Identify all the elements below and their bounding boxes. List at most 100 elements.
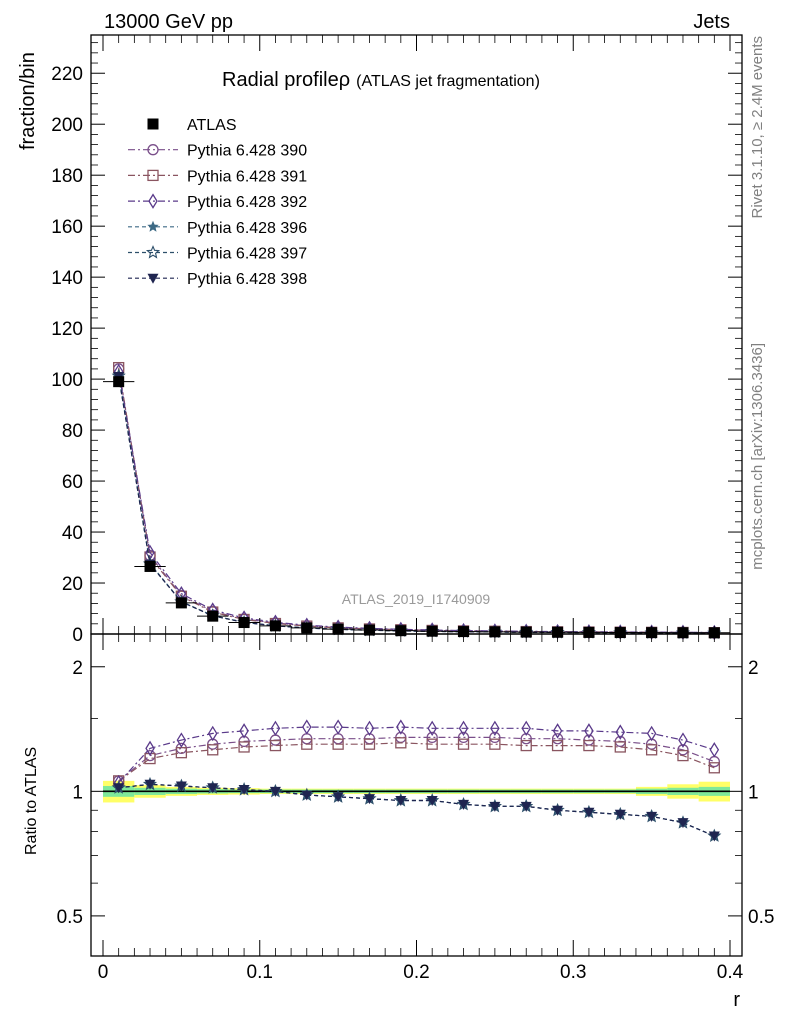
ratio-tick-label: 1: [72, 782, 83, 803]
x-axis-label: r: [733, 989, 740, 1011]
ratio-point: [709, 742, 720, 758]
ratio-point: [207, 783, 219, 794]
ratio-point: [269, 739, 282, 752]
legend-label: ATLAS: [187, 117, 237, 134]
x-tick-label: 0: [98, 962, 109, 983]
legend: ATLAS Pythia 6.428 390 Pythia 6.428 391 Pyt…: [128, 117, 307, 288]
ratio-point: [302, 719, 312, 735]
ratio-tick-label-right: 1: [748, 782, 759, 803]
y-tick-label: 220: [51, 64, 83, 85]
side-text-bottom: mcplots.cern.ch [arXiv:1306.3436]: [749, 343, 766, 570]
svg-text:Rivet 3.1.10, ≥ 2.4M events: Rivet 3.1.10, ≥ 2.4M events: [749, 36, 766, 219]
x-tick-label: 0.3: [560, 962, 586, 983]
ratio-point: [458, 720, 469, 737]
legend-entry: Pythia 6.428 398: [128, 271, 307, 288]
y-tick-label: 160: [51, 217, 83, 238]
y-tick-label: 200: [51, 115, 83, 136]
ratio-point: [614, 809, 626, 820]
ratio-point: [677, 749, 689, 762]
ratio-point: [207, 744, 219, 756]
ratio-point: [144, 779, 156, 790]
ratio-point: [645, 744, 658, 756]
ratio-point: [552, 805, 564, 816]
ratio-point: [207, 725, 218, 742]
ratio-point: [551, 739, 564, 752]
ratio-plot: [111, 719, 722, 842]
legend-entry: Pythia 6.428 391: [128, 168, 307, 185]
x-tick-label: 0.1: [247, 962, 273, 983]
ratio-point: [238, 785, 250, 796]
ratio-point: [583, 807, 595, 818]
ratio-point: [708, 831, 720, 842]
ratio-point: [457, 731, 470, 744]
y-tick-label: 180: [51, 166, 83, 187]
ratio-point: [427, 720, 437, 737]
ratio-point: [363, 738, 376, 750]
svg-text:mcplots.cern.ch [arXiv:1306.34: mcplots.cern.ch [arXiv:1306.3436]: [749, 343, 766, 570]
x-tick-label: 0.4: [717, 962, 744, 983]
y-tick-label: 60: [62, 472, 83, 493]
ratio-point: [364, 720, 375, 737]
ratio-point: [426, 796, 438, 807]
ratio-point: [176, 732, 187, 748]
ratio-point: [332, 792, 344, 803]
ratio-series-pythia-6-428-398: [113, 779, 720, 842]
header-left: 13000 GeV pp: [104, 11, 233, 33]
main-title: Radial profileρ (ATLAS jet fragmentation): [222, 69, 540, 91]
ratio-point: [332, 738, 344, 750]
ratio-point: [520, 801, 532, 812]
legend-marker: [147, 118, 159, 130]
svg-text:Ratio to ATLAS: Ratio to ATLAS: [23, 747, 40, 855]
legend-entry: ATLAS: [147, 117, 237, 134]
ratio-point: [395, 796, 407, 807]
legend-marker: [148, 193, 158, 209]
legend-entry: Pythia 6.428 397: [128, 245, 307, 263]
ratio-point: [552, 723, 563, 739]
legend-label: Pythia 6.428 398: [187, 271, 307, 288]
ratio-point: [269, 786, 281, 797]
legend-label: Pythia 6.428 392: [187, 194, 307, 211]
ratio-ylabel: Ratio to ATLAS: [23, 747, 40, 855]
legend-label: Pythia 6.428 397: [187, 246, 307, 263]
y-tick-label: 140: [51, 268, 83, 289]
y-tick-label: 0: [72, 625, 83, 646]
ratio-point: [489, 731, 501, 744]
x-tick-label: 0.2: [403, 962, 429, 983]
ratio-point: [489, 738, 501, 750]
svg-text:fraction/bin: fraction/bin: [17, 52, 39, 150]
ratio-line: [118, 783, 715, 837]
legend-marker: [147, 169, 159, 182]
ratio-point: [395, 737, 407, 749]
ratio-point: [426, 731, 438, 744]
legend-marker: [147, 273, 159, 284]
ratio-point: [583, 739, 595, 752]
ratio-point: [646, 811, 658, 822]
ratio-point: [677, 744, 689, 756]
ratio-point: [426, 738, 438, 750]
header-right: Jets: [693, 11, 730, 33]
y-tick-label: 120: [51, 319, 83, 340]
y-tick-label: 20: [62, 574, 83, 595]
main-ylabel: fraction/bin: [17, 52, 39, 150]
ratio-point: [490, 720, 500, 737]
ratio-series-pythia-6-428-392: [113, 719, 720, 791]
ratio-point: [458, 799, 470, 810]
ratio-tick-label-right: 2: [748, 658, 759, 679]
ratio-point: [113, 783, 125, 794]
legend-label: Pythia 6.428 396: [187, 220, 307, 237]
ratio-point: [615, 724, 626, 740]
legend-entry: Pythia 6.428 392: [128, 193, 307, 211]
y-tick-label: 80: [62, 421, 83, 442]
ratio-tick-label: 2: [72, 658, 83, 679]
legend-marker: [147, 144, 159, 156]
ratio-point: [521, 720, 531, 737]
ratio-point: [520, 739, 532, 752]
y-tick-label: 40: [62, 523, 83, 544]
ratio-point: [489, 801, 501, 812]
ratio-point: [677, 818, 689, 829]
ratio-point: [363, 794, 375, 805]
ratio-point: [239, 723, 249, 739]
legend-marker: [145, 245, 161, 259]
